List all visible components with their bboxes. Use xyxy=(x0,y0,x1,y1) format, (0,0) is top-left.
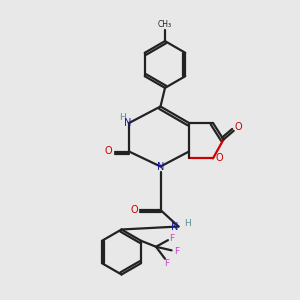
Text: N: N xyxy=(171,221,178,232)
Text: F: F xyxy=(164,259,169,268)
Text: H: H xyxy=(119,113,126,122)
Text: H: H xyxy=(184,219,191,228)
Text: O: O xyxy=(105,146,112,157)
Text: O: O xyxy=(130,205,138,215)
Text: N: N xyxy=(157,161,164,172)
Text: O: O xyxy=(216,153,224,164)
Text: F: F xyxy=(169,235,175,244)
Text: F: F xyxy=(174,247,179,256)
Text: O: O xyxy=(235,122,242,132)
Text: CH₃: CH₃ xyxy=(158,20,172,29)
Text: N: N xyxy=(124,118,131,128)
